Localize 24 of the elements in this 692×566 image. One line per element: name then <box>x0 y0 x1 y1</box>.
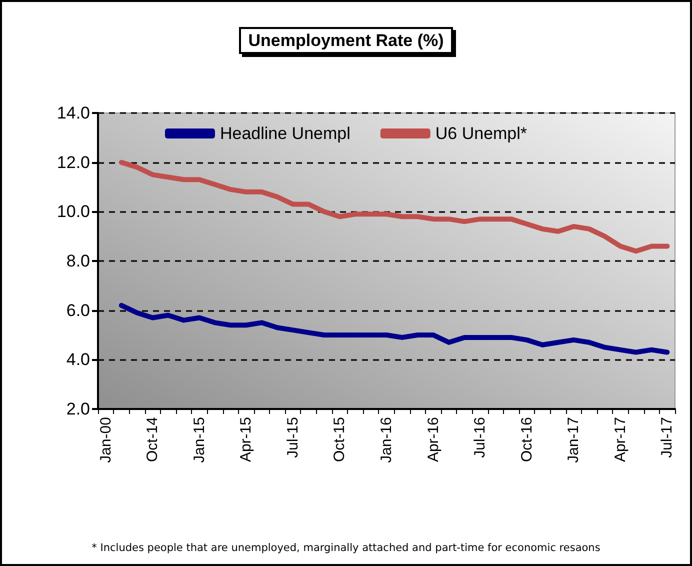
y-tick-label: 2.0 <box>66 400 90 418</box>
y-tick-label: 14.0 <box>56 104 90 122</box>
x-tick-label: Jan-15 <box>190 417 208 463</box>
x-tick-label: Apr-15 <box>238 417 255 462</box>
y-tick-label: 4.0 <box>66 350 90 370</box>
y-tick-label: 6.0 <box>66 300 90 320</box>
x-tick-label: Apr-17 <box>612 417 629 462</box>
legend-label: U6 Unempl* <box>435 124 528 143</box>
x-tick-label: Oct-14 <box>144 417 162 462</box>
y-tick-label: 8.0 <box>66 252 90 270</box>
chart-title: Unemployment Rate (%) <box>248 31 444 50</box>
x-tick-label: Apr-16 <box>424 417 442 462</box>
x-tick-label: Jan-16 <box>378 417 395 463</box>
text: * Includes people that are unemployed, marginally attached and part-time for economic resaons <box>90 542 602 554</box>
x-tick-label: Oct-16 <box>518 417 536 462</box>
x-tick-label: Jan-00 <box>97 417 114 463</box>
y-tick-label: 12.0 <box>56 152 90 172</box>
y-tick-label: 10.0 <box>56 202 90 222</box>
x-tick-label: Jul-15 <box>284 417 302 458</box>
x-tick-label: Oct-15 <box>331 417 348 462</box>
x-tick-label: Jul-17 <box>658 417 676 458</box>
x-tick-label: Jul-16 <box>472 417 489 458</box>
x-tick-label: Jan-17 <box>565 417 582 463</box>
legend-label: Headline Unempl <box>220 124 350 143</box>
